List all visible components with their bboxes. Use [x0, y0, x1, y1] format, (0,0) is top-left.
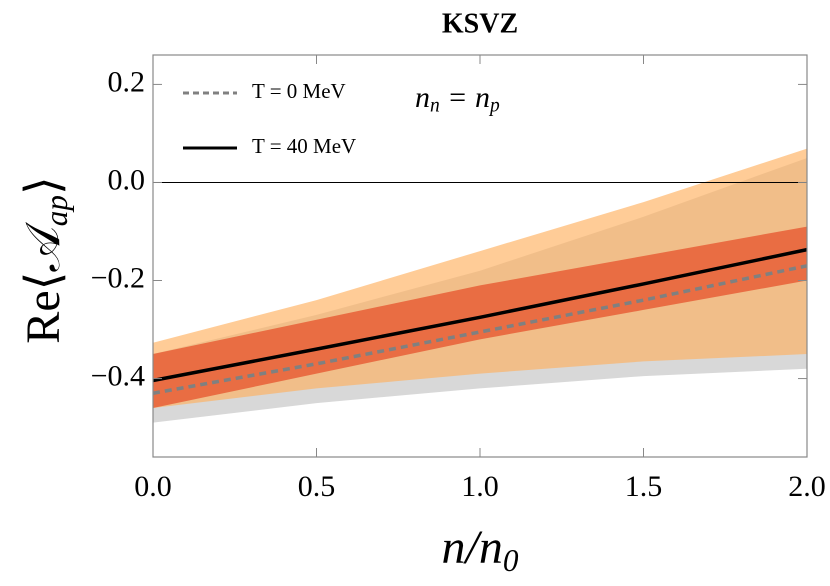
- y-tick-label: 0.0: [108, 163, 146, 196]
- legend-label: T = 0 MeV: [252, 79, 346, 103]
- subscript: 0: [503, 543, 519, 578]
- x-tick-label: 0.0: [134, 470, 172, 503]
- x-tick-label: 2.0: [788, 470, 826, 503]
- x-axis-label: n/n0: [442, 521, 519, 578]
- x-tick-label: 0.5: [298, 470, 336, 503]
- text-part: n: [415, 81, 430, 114]
- text-part: n/n: [442, 521, 503, 574]
- subscript: ap: [39, 195, 74, 226]
- subscript: p: [488, 96, 500, 117]
- x-tick-label: 1.5: [625, 470, 663, 503]
- chart-title: KSVZ: [442, 8, 518, 39]
- line: [152, 247, 808, 383]
- x-tick-label: 1.0: [461, 470, 499, 503]
- line: [152, 264, 808, 395]
- subscript: n: [430, 96, 440, 117]
- y-tick-label: −0.4: [91, 359, 145, 392]
- text-part: ⟩: [17, 176, 70, 195]
- text-part: Re⟨𝒜: [17, 222, 70, 344]
- y-tick-label: 0.2: [108, 65, 146, 98]
- text-part: = n: [440, 81, 490, 114]
- y-axis-label: Re⟨𝒜ap⟩: [17, 176, 74, 343]
- y-tick-label: −0.2: [91, 261, 145, 294]
- legend-label: T = 40 MeV: [252, 134, 356, 158]
- annotation: nn = np: [415, 81, 500, 117]
